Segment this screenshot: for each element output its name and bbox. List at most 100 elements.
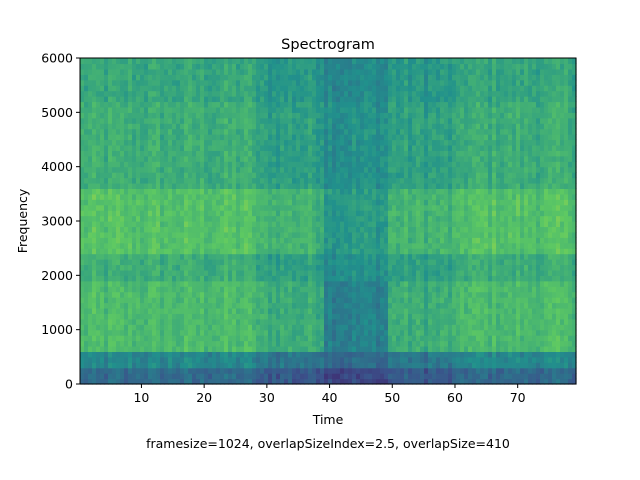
- heatmap-cell: [292, 150, 297, 157]
- heatmap-cell: [252, 215, 257, 222]
- heatmap-cell: [180, 144, 185, 151]
- heatmap-cell: [180, 367, 185, 374]
- heatmap-cell: [304, 85, 309, 92]
- heatmap-cell: [140, 177, 145, 184]
- heatmap-cell: [148, 215, 153, 222]
- heatmap-cell: [100, 96, 105, 103]
- heatmap-cell: [132, 58, 137, 65]
- heatmap-cell: [276, 199, 281, 206]
- heatmap-cell: [212, 253, 217, 260]
- heatmap-cell: [264, 351, 269, 358]
- heatmap-cell: [344, 345, 349, 352]
- heatmap-cell: [268, 139, 273, 146]
- heatmap-cell: [88, 134, 93, 141]
- heatmap-cell: [132, 345, 137, 352]
- heatmap-cell: [292, 166, 297, 173]
- heatmap-cell: [396, 318, 401, 325]
- heatmap-cell: [84, 155, 89, 162]
- heatmap-cell: [124, 199, 129, 206]
- heatmap-cell: [140, 123, 145, 130]
- heatmap-cell: [96, 161, 101, 168]
- heatmap-cell: [352, 231, 357, 238]
- heatmap-cell: [312, 226, 317, 233]
- heatmap-cell: [188, 161, 193, 168]
- heatmap-cell: [404, 182, 409, 189]
- heatmap-cell: [260, 307, 265, 314]
- heatmap-cell: [160, 150, 165, 157]
- heatmap-cell: [288, 210, 293, 217]
- heatmap-cell: [368, 96, 373, 103]
- heatmap-cell: [320, 182, 325, 189]
- heatmap-cell: [380, 58, 385, 65]
- heatmap-cell: [196, 226, 201, 233]
- heatmap-cell: [392, 150, 397, 157]
- heatmap-cell: [200, 74, 205, 81]
- heatmap-cell: [196, 106, 201, 113]
- heatmap-cell: [172, 231, 177, 238]
- heatmap-cell: [236, 248, 241, 255]
- heatmap-cell: [364, 155, 369, 162]
- heatmap-cell: [400, 58, 405, 65]
- heatmap-cell: [352, 356, 357, 363]
- heatmap-cell: [396, 378, 401, 385]
- heatmap-cell: [408, 144, 413, 151]
- heatmap-cell: [120, 112, 125, 119]
- heatmap-cell: [336, 210, 341, 217]
- heatmap-cell: [256, 329, 261, 336]
- heatmap-cell: [360, 269, 365, 276]
- heatmap-cell: [148, 313, 153, 320]
- heatmap-cell: [144, 210, 149, 217]
- heatmap-cell: [400, 161, 405, 168]
- heatmap-cell: [324, 182, 329, 189]
- heatmap-cell: [340, 242, 345, 249]
- heatmap-cell: [384, 85, 389, 92]
- heatmap-cell: [384, 150, 389, 157]
- heatmap-cell: [392, 85, 397, 92]
- heatmap-cell: [412, 318, 417, 325]
- heatmap-cell: [324, 351, 329, 358]
- heatmap-cell: [372, 259, 377, 266]
- heatmap-cell: [188, 259, 193, 266]
- heatmap-cell: [204, 155, 209, 162]
- heatmap-cell: [148, 188, 153, 195]
- heatmap-cell: [88, 215, 93, 222]
- heatmap-cell: [116, 291, 121, 298]
- heatmap-cell: [168, 373, 173, 380]
- heatmap-cell: [356, 356, 361, 363]
- heatmap-cell: [244, 221, 249, 228]
- heatmap-cell: [232, 373, 237, 380]
- heatmap-cell: [200, 275, 205, 282]
- heatmap-cell: [348, 128, 353, 135]
- heatmap-cell: [132, 226, 137, 233]
- heatmap-cell: [228, 161, 233, 168]
- heatmap-cell: [164, 329, 169, 336]
- heatmap-cell: [196, 172, 201, 179]
- heatmap-cell: [148, 68, 153, 75]
- heatmap-cell: [124, 221, 129, 228]
- heatmap-cell: [376, 193, 381, 200]
- heatmap-cell: [156, 313, 161, 320]
- heatmap-cell: [316, 264, 321, 271]
- heatmap-cell: [100, 134, 105, 141]
- heatmap-cell: [140, 264, 145, 271]
- heatmap-cell: [348, 90, 353, 97]
- heatmap-cell: [224, 199, 229, 206]
- heatmap-cell: [176, 264, 181, 271]
- heatmap-cell: [232, 307, 237, 314]
- heatmap-cell: [176, 85, 181, 92]
- heatmap-cell: [180, 204, 185, 211]
- heatmap-cell: [400, 85, 405, 92]
- heatmap-cell: [144, 237, 149, 244]
- heatmap-cell: [228, 85, 233, 92]
- heatmap-cell: [104, 324, 109, 331]
- heatmap-cell: [280, 318, 285, 325]
- heatmap-cell: [376, 128, 381, 135]
- heatmap-cell: [112, 237, 117, 244]
- heatmap-cell: [192, 101, 197, 108]
- heatmap-cell: [164, 280, 169, 287]
- heatmap-cell: [396, 237, 401, 244]
- heatmap-cell: [304, 237, 309, 244]
- heatmap-cell: [244, 259, 249, 266]
- heatmap-cell: [264, 318, 269, 325]
- heatmap-cell: [372, 161, 377, 168]
